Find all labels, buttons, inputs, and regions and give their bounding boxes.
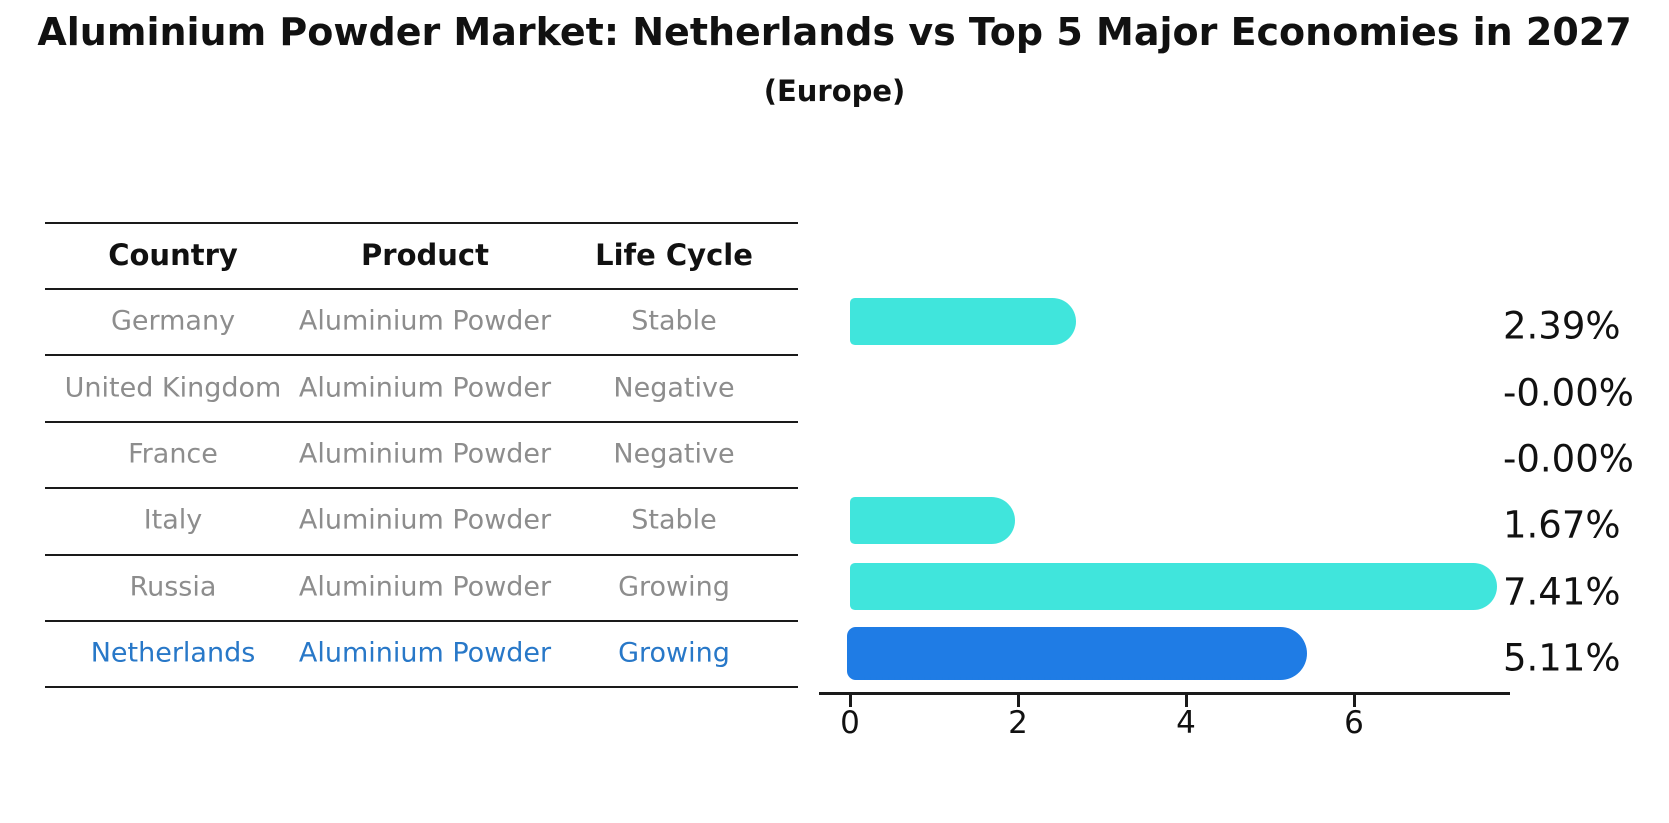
table-divider-line: [45, 354, 798, 357]
value-label-italy: 1.67%: [1503, 503, 1621, 547]
cell-product: Aluminium Powder: [298, 504, 552, 536]
bar-russia: [850, 563, 1498, 611]
table-divider-line: [45, 620, 798, 622]
x-axis-tick: [1184, 695, 1188, 707]
cell-life-cycle: Negative: [613, 372, 735, 404]
cell-product: Aluminium Powder: [298, 637, 552, 669]
cell-country: Italy: [143, 504, 203, 536]
value-label-france: -0.00%: [1503, 437, 1634, 481]
value-label-united-kingdom: -0.00%: [1503, 371, 1634, 415]
column-header-product: Product: [361, 238, 489, 272]
cell-product: Aluminium Powder: [298, 305, 552, 337]
x-axis-tick: [1352, 695, 1356, 707]
x-axis-line: [819, 692, 1510, 695]
x-axis-tick-label: 6: [1344, 705, 1364, 741]
chart-subtitle: (Europe): [763, 74, 906, 108]
column-header-life-cycle: Life Cycle: [595, 238, 753, 272]
column-header-country: Country: [108, 238, 238, 272]
cell-life-cycle: Growing: [618, 637, 730, 669]
cell-life-cycle: Stable: [631, 504, 717, 536]
value-label-germany: 2.39%: [1503, 304, 1621, 348]
cell-product: Aluminium Powder: [298, 372, 552, 404]
table-divider-line: [45, 288, 798, 290]
cell-country: United Kingdom: [64, 372, 282, 404]
value-label-netherlands: 5.11%: [1503, 636, 1621, 680]
table-divider-line: [45, 420, 798, 423]
cell-life-cycle: Negative: [613, 438, 735, 470]
cell-product: Aluminium Powder: [298, 571, 552, 603]
x-axis-tick: [1016, 695, 1020, 707]
table-divider-line: [45, 686, 798, 689]
bar-netherlands: [847, 626, 1308, 680]
table-divider-line: [45, 553, 798, 556]
cell-product: Aluminium Powder: [298, 438, 552, 470]
chart-title: Aluminium Powder Market: Netherlands vs …: [37, 10, 1632, 54]
table-divider-line: [45, 487, 798, 490]
x-axis-tick-label: 4: [1176, 705, 1196, 741]
table-divider-line: [45, 222, 798, 224]
x-axis-tick-label: 0: [840, 705, 860, 741]
cell-life-cycle: Stable: [631, 305, 717, 337]
cell-country: Germany: [110, 305, 236, 337]
x-axis-tick-label: 2: [1008, 705, 1028, 741]
bar-germany: [850, 297, 1076, 345]
cell-country: Netherlands: [90, 637, 256, 669]
cell-country: France: [128, 438, 218, 470]
cell-country: Russia: [129, 571, 217, 603]
bar-italy: [850, 496, 1016, 544]
x-axis-tick: [848, 695, 852, 707]
cell-life-cycle: Growing: [618, 571, 730, 603]
value-label-russia: 7.41%: [1503, 570, 1621, 614]
